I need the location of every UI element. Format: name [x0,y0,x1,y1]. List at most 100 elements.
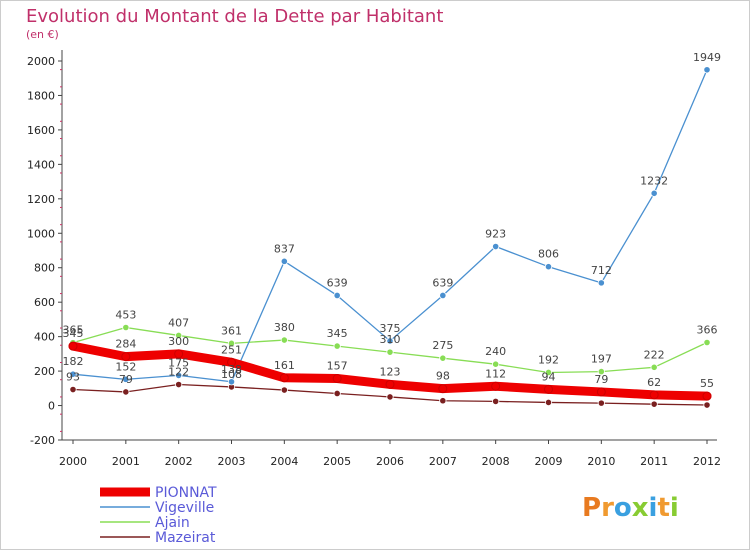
data-label-ajain: 365 [63,324,84,337]
data-point-pionnat [227,357,236,367]
data-point-mazeirat [333,389,341,398]
data-label-ajain: 453 [115,309,136,322]
x-tick-label: 2012 [693,455,721,468]
x-tick-label: 2003 [218,455,246,468]
x-tick-label: 2010 [587,455,615,468]
y-tick-label: 400 [34,331,55,344]
data-point-vigeville [439,291,447,300]
data-point-vigeville [333,291,341,300]
data-label-ajain: 361 [221,324,242,337]
data-label-vigeville: 175 [168,356,189,369]
data-point-pionnat [702,391,712,401]
data-point-vigeville [650,189,658,197]
y-tick-label: 200 [34,365,55,378]
data-label-vigeville: 837 [274,242,295,255]
data-point-ajain [386,348,394,356]
data-point-pionnat [596,387,606,397]
data-label-pionnat: 79 [594,373,608,386]
data-point-ajain [333,342,341,350]
x-tick-label: 2001 [112,455,140,468]
y-tick-label: 1000 [27,227,55,240]
data-label-vigeville: 1232 [640,174,668,187]
data-point-mazeirat [703,401,711,409]
x-tick-label: 2002 [165,455,193,468]
data-label-pionnat: 345 [63,327,84,340]
data-point-mazeirat [280,386,288,394]
x-tick-label: 2007 [429,455,457,468]
data-point-ajain [280,336,288,344]
data-point-mazeirat [650,400,658,408]
data-point-vigeville [227,378,236,386]
data-point-ajain [544,368,553,377]
data-point-mazeirat [544,398,553,407]
data-point-mazeirat [386,393,394,401]
data-point-vigeville [544,263,553,271]
data-point-pionnat [491,381,501,391]
data-point-mazeirat [439,397,447,405]
legend-label-pionnat: PIONNAT [155,485,217,501]
y-tick-label: 600 [34,296,55,309]
data-point-mazeirat [597,399,605,407]
data-point-ajain [492,360,500,368]
data-label-mazeirat: 79 [119,373,133,386]
chart-title: Evolution du Montant de la Dette par Hab… [26,6,443,27]
data-label-ajain: 345 [327,327,348,340]
data-label-ajain: 407 [168,316,189,329]
data-label-vigeville: 375 [380,322,401,335]
data-label-ajain: 197 [591,353,612,366]
data-label-pionnat: 112 [485,367,506,380]
data-label-vigeville: 138 [221,363,242,376]
data-point-mazeirat [175,380,183,389]
x-tick-label: 2011 [640,455,668,468]
y-tick-label: -200 [30,434,55,447]
data-label-pionnat: 284 [115,338,136,351]
x-tick-label: 2008 [482,455,510,468]
data-point-pionnat [121,352,131,362]
data-point-pionnat [438,384,448,394]
data-label-pionnat: 157 [327,359,348,372]
data-label-pionnat: 62 [647,376,661,389]
data-point-pionnat [385,379,395,389]
data-label-pionnat: 98 [436,370,450,383]
data-point-vigeville [122,375,130,383]
data-label-vigeville: 1949 [693,51,721,64]
x-tick-label: 2000 [59,455,87,468]
data-point-ajain [175,331,183,340]
data-point-pionnat [174,349,184,359]
legend-label-vigeville: Vigeville [155,500,214,516]
data-point-pionnat [649,390,659,400]
data-label-vigeville: 182 [63,355,84,368]
data-point-vigeville [175,371,183,379]
x-tick-label: 2005 [323,455,351,468]
data-point-pionnat [68,341,78,351]
data-point-ajain [597,368,605,376]
data-label-pionnat: 161 [274,359,295,372]
data-point-ajain [227,339,236,347]
data-label-ajain: 275 [432,339,453,352]
data-label-mazeirat: 122 [168,366,189,379]
data-label-ajain: 366 [697,323,718,336]
data-point-vigeville [703,66,711,74]
data-label-vigeville: 806 [538,248,559,261]
data-label-vigeville: 712 [591,264,612,277]
data-point-ajain [703,338,711,347]
chart-subtitle: (en €) [26,28,59,41]
data-label-ajain: 222 [644,348,665,361]
svg-text:Proxiti: Proxiti [582,493,679,523]
data-point-mazeirat [122,388,130,396]
data-label-ajain: 380 [274,321,295,334]
data-label-ajain: 310 [380,333,401,346]
data-point-mazeirat [69,385,77,394]
data-point-vigeville [280,257,288,265]
data-point-pionnat [332,373,342,383]
data-label-pionnat: 123 [380,365,401,378]
x-tick-label: 2006 [376,455,404,468]
data-point-vigeville [69,370,77,378]
y-tick-label: 1600 [27,124,55,137]
data-point-vigeville [492,242,500,251]
x-tick-label: 2004 [270,455,298,468]
y-tick-label: 0 [48,400,55,413]
data-label-ajain: 240 [485,345,506,358]
